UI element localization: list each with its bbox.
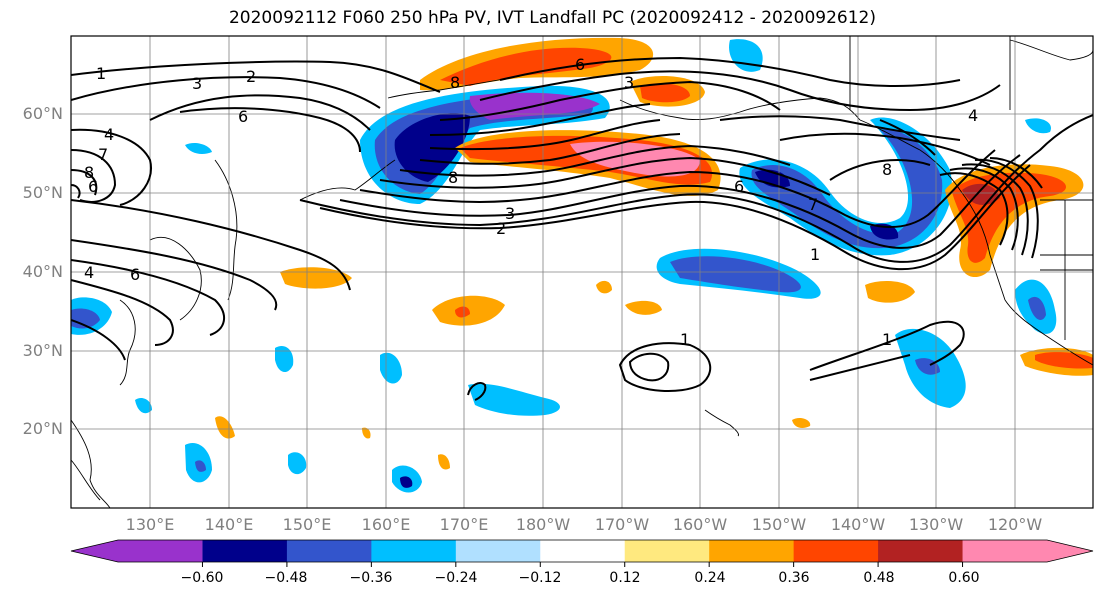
lon-label-140w: 140°W	[830, 515, 886, 534]
lon-label-150w: 150°W	[751, 515, 807, 534]
colorbar-swatch	[793, 540, 879, 562]
lat-label-60n: 60°N	[22, 104, 63, 123]
lon-label-120w: 120°W	[987, 515, 1043, 534]
colorbar-swatch	[962, 540, 1093, 562]
contour-label: 2	[246, 67, 256, 86]
lat-label-30n: 30°N	[22, 341, 63, 360]
colorbar-tick-label: −0.12	[518, 570, 562, 586]
colorbar-tick-label: 0.60	[948, 570, 980, 586]
contour-label: 7	[808, 195, 818, 214]
lon-label-150e: 150°E	[282, 515, 332, 534]
shaded-fields	[71, 37, 1093, 493]
contour-label: 8	[882, 160, 892, 179]
colorbar-tick-label: −0.60	[180, 570, 224, 586]
colorbar-tick-label: 0.12	[609, 570, 641, 586]
lon-label-160w: 160°W	[672, 515, 728, 534]
colorbar-tick-label: 0.36	[778, 570, 810, 586]
lat-label-40n: 40°N	[22, 262, 63, 281]
lat-label-50n: 50°N	[22, 183, 63, 202]
contour-label: 3	[624, 73, 634, 92]
contour-labels: 1 3 2 6 4 7 8 6 8 3 2 8 6 6 4 8 7 1 1 1 …	[84, 55, 978, 349]
map-panel: 1 3 2 6 4 7 8 6 8 3 2 8 6 6 4 8 7 1 1 1 …	[71, 36, 1093, 508]
lon-label-170w: 170°W	[594, 515, 650, 534]
contour-label: 6	[575, 55, 585, 74]
lat-label-20n: 20°N	[22, 419, 63, 438]
colorbar-swatch	[709, 540, 795, 562]
contour-label: 1	[680, 330, 690, 349]
contour-label: 6	[734, 177, 744, 196]
colorbar-swatch	[286, 540, 372, 562]
colorbar-swatch	[371, 540, 457, 562]
lon-label-170e: 170°E	[439, 515, 489, 534]
contour-label: 8	[450, 73, 460, 92]
colorbar-swatch	[71, 540, 203, 562]
contour-label: 1	[810, 245, 820, 264]
contour-label: 1	[96, 64, 106, 83]
ivt-contours	[71, 56, 1093, 401]
contour-label: 4	[104, 125, 114, 144]
lon-label-130e: 130°E	[125, 515, 175, 534]
contour-label: 1	[882, 330, 892, 349]
colorbar-swatch	[878, 540, 964, 562]
contour-label: 7	[98, 145, 108, 164]
map-title: 2020092112 F060 250 hPa PV, IVT Landfall…	[228, 8, 876, 28]
lon-label-180w: 180°W	[515, 515, 571, 534]
colorbar-tick-label: 0.48	[863, 570, 895, 586]
colorbar-swatch	[455, 540, 541, 562]
colorbar-swatch	[202, 540, 288, 562]
contour-label: 4	[84, 263, 94, 282]
colorbar	[70, 539, 1094, 567]
lon-label-130w: 130°W	[908, 515, 964, 534]
colorbar-tick-label: −0.36	[349, 570, 393, 586]
contour-label: 6	[238, 107, 248, 126]
map-frame	[70, 35, 1094, 509]
colorbar-outline	[70, 539, 1094, 563]
colorbar-tick-label: −0.24	[434, 570, 478, 586]
contour-label: 6	[88, 177, 98, 196]
lon-label-140e: 140°E	[204, 515, 254, 534]
colorbar-swatch	[624, 540, 710, 562]
contour-label: 3	[505, 204, 515, 223]
colorbar-swatch	[540, 540, 626, 562]
contour-label: 2	[496, 219, 506, 238]
contour-label: 3	[192, 74, 202, 93]
colorbar-tick-label: 0.24	[694, 570, 726, 586]
contour-label: 6	[130, 265, 140, 284]
contour-label: 8	[448, 168, 458, 187]
contour-label: 4	[968, 106, 978, 125]
colorbar-tick-label: −0.48	[264, 570, 308, 586]
contour-label: 8	[84, 163, 94, 182]
lon-label-160e: 160°E	[361, 515, 411, 534]
